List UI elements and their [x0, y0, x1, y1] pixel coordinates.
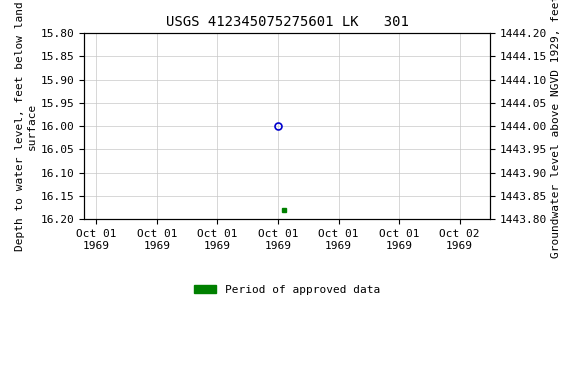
Title: USGS 412345075275601 LK   301: USGS 412345075275601 LK 301 — [166, 15, 408, 29]
Y-axis label: Groundwater level above NGVD 1929, feet: Groundwater level above NGVD 1929, feet — [551, 0, 561, 258]
Y-axis label: Depth to water level, feet below land
surface: Depth to water level, feet below land su… — [15, 1, 37, 251]
Legend: Period of approved data: Period of approved data — [190, 281, 385, 300]
